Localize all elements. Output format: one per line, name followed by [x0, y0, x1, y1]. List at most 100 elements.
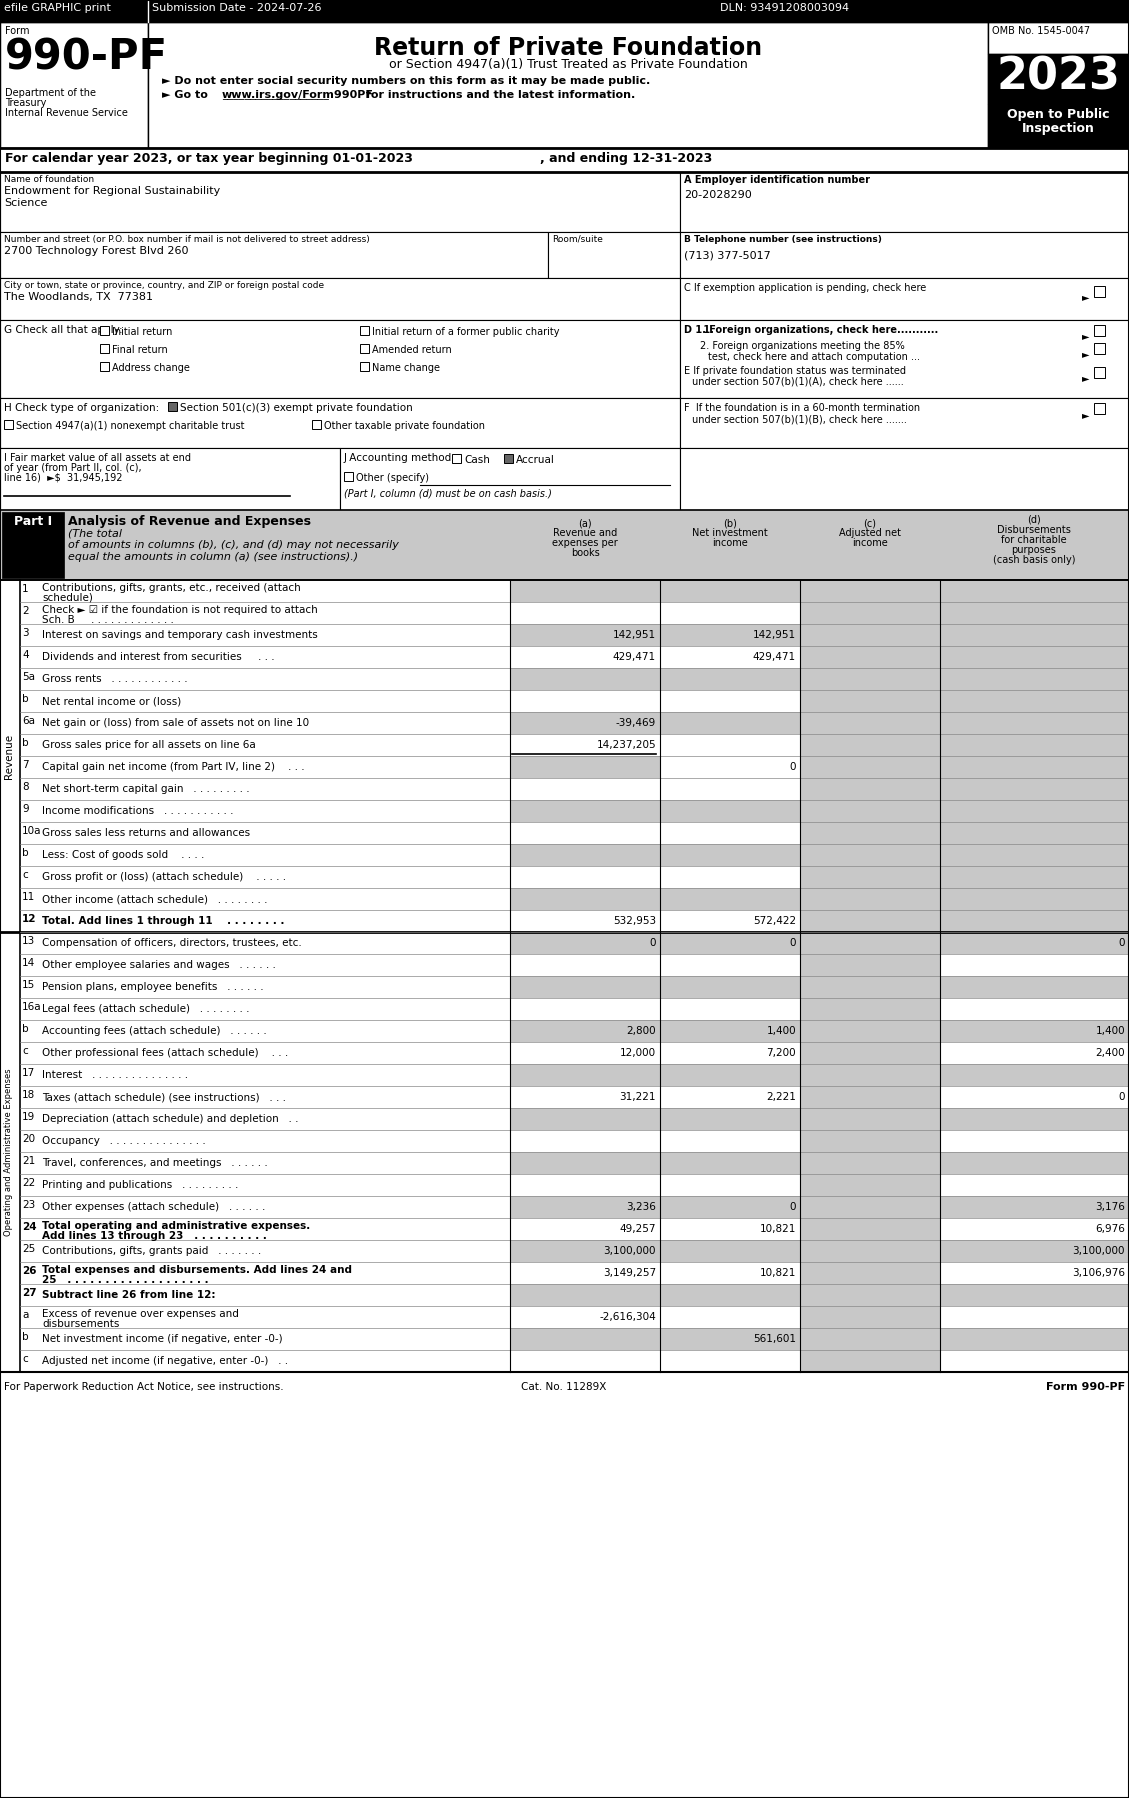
- Bar: [800, 1043, 940, 1064]
- Bar: [100, 361, 110, 370]
- Text: expenses per: expenses per: [552, 538, 618, 548]
- Text: F  If the foundation is in a 60-month termination: F If the foundation is in a 60-month ter…: [684, 403, 920, 414]
- Bar: [800, 1262, 940, 1284]
- Text: Subtract line 26 from line 12:: Subtract line 26 from line 12:: [42, 1289, 216, 1300]
- Text: H Check type of organization:: H Check type of organization:: [5, 403, 159, 414]
- Text: under section 507(b)(1)(B), check here .......: under section 507(b)(1)(B), check here .…: [692, 414, 907, 424]
- Text: 7: 7: [21, 761, 28, 770]
- Text: ►: ►: [1082, 331, 1089, 342]
- Text: ►: ►: [1082, 372, 1089, 383]
- Text: , and ending 12-31-2023: , and ending 12-31-2023: [540, 153, 712, 165]
- Text: Travel, conferences, and meetings   . . . . . .: Travel, conferences, and meetings . . . …: [42, 1158, 268, 1169]
- Bar: [510, 712, 660, 734]
- Text: Total operating and administrative expenses.: Total operating and administrative expen…: [42, 1221, 310, 1232]
- Text: Part I: Part I: [14, 514, 52, 529]
- Text: Adjusted net income (if negative, enter -0-)   . .: Adjusted net income (if negative, enter …: [42, 1356, 288, 1366]
- Bar: [360, 325, 369, 334]
- Bar: [0, 147, 1129, 173]
- Bar: [800, 1174, 940, 1196]
- Text: A Employer identification number: A Employer identification number: [684, 174, 870, 185]
- Text: Depreciation (attach schedule) and depletion   . .: Depreciation (attach schedule) and deple…: [42, 1115, 298, 1124]
- Text: 18: 18: [21, 1090, 35, 1100]
- Bar: [800, 669, 940, 690]
- Text: line 16)  ►$  31,945,192: line 16) ►$ 31,945,192: [5, 473, 123, 484]
- Text: B Telephone number (see instructions): B Telephone number (see instructions): [684, 236, 882, 245]
- Bar: [800, 755, 940, 779]
- Bar: [510, 779, 660, 800]
- Text: Net investment: Net investment: [692, 529, 768, 538]
- Bar: [940, 1129, 1129, 1153]
- Text: Taxes (attach schedule) (see instructions)   . . .: Taxes (attach schedule) (see instruction…: [42, 1091, 286, 1102]
- Text: 3,236: 3,236: [627, 1203, 656, 1212]
- Text: DLN: 93491208003094: DLN: 93491208003094: [720, 4, 849, 13]
- Bar: [680, 320, 1129, 397]
- Text: 10,821: 10,821: [760, 1268, 796, 1278]
- Text: of year (from Part II, col. (c),: of year (from Part II, col. (c),: [5, 464, 141, 473]
- Text: Excess of revenue over expenses and: Excess of revenue over expenses and: [42, 1309, 239, 1320]
- Bar: [20, 755, 510, 779]
- Bar: [20, 955, 510, 976]
- Bar: [940, 712, 1129, 734]
- Text: Check ► ☑ if the foundation is not required to attach: Check ► ☑ if the foundation is not requi…: [42, 604, 317, 615]
- Bar: [800, 976, 940, 998]
- Bar: [940, 624, 1129, 645]
- Text: b: b: [21, 694, 28, 705]
- Bar: [20, 734, 510, 755]
- Text: ►: ►: [1082, 349, 1089, 360]
- Bar: [680, 232, 1129, 279]
- Text: b: b: [21, 1332, 28, 1341]
- Bar: [940, 888, 1129, 910]
- Bar: [660, 624, 800, 645]
- Text: Submission Date - 2024-07-26: Submission Date - 2024-07-26: [152, 4, 322, 13]
- Bar: [940, 645, 1129, 669]
- Text: 11: 11: [21, 892, 35, 903]
- Bar: [800, 1305, 940, 1329]
- Bar: [510, 602, 660, 624]
- Bar: [20, 624, 510, 645]
- Bar: [940, 734, 1129, 755]
- Text: 10,821: 10,821: [760, 1224, 796, 1233]
- Bar: [510, 800, 660, 822]
- Bar: [20, 976, 510, 998]
- Bar: [168, 403, 177, 412]
- Text: 5a: 5a: [21, 672, 35, 681]
- Bar: [360, 343, 369, 352]
- Bar: [510, 1329, 660, 1350]
- Bar: [0, 279, 680, 320]
- Bar: [660, 955, 800, 976]
- Text: Open to Public: Open to Public: [1007, 108, 1110, 120]
- Bar: [510, 581, 660, 602]
- Bar: [940, 910, 1129, 931]
- Text: 1.: 1.: [700, 325, 714, 334]
- Bar: [510, 910, 660, 931]
- Bar: [660, 867, 800, 888]
- Text: 25   . . . . . . . . . . . . . . . . . . .: 25 . . . . . . . . . . . . . . . . . . .: [42, 1275, 209, 1286]
- Bar: [800, 624, 940, 645]
- Text: Amended return: Amended return: [371, 345, 452, 354]
- Text: 27: 27: [21, 1287, 36, 1298]
- Bar: [940, 955, 1129, 976]
- Text: for instructions and the latest information.: for instructions and the latest informat…: [362, 90, 636, 101]
- Bar: [20, 690, 510, 712]
- Text: For Paperwork Reduction Act Notice, see instructions.: For Paperwork Reduction Act Notice, see …: [5, 1383, 283, 1392]
- Bar: [660, 1262, 800, 1284]
- Bar: [510, 998, 660, 1019]
- Bar: [1094, 403, 1105, 414]
- Bar: [0, 22, 148, 147]
- Text: 0: 0: [789, 1203, 796, 1212]
- Bar: [510, 1217, 660, 1241]
- Bar: [20, 1284, 510, 1305]
- Bar: [510, 1305, 660, 1329]
- Bar: [504, 455, 513, 464]
- Bar: [660, 843, 800, 867]
- Bar: [148, 22, 988, 147]
- Bar: [680, 397, 1129, 448]
- Text: 2023: 2023: [996, 56, 1120, 99]
- Text: Net gain or (loss) from sale of assets not on line 10: Net gain or (loss) from sale of assets n…: [42, 717, 309, 728]
- Bar: [940, 581, 1129, 602]
- Bar: [800, 998, 940, 1019]
- Text: Number and street (or P.O. box number if mail is not delivered to street address: Number and street (or P.O. box number if…: [5, 236, 370, 245]
- Bar: [940, 1241, 1129, 1262]
- Text: ► Go to: ► Go to: [161, 90, 212, 101]
- Bar: [510, 822, 660, 843]
